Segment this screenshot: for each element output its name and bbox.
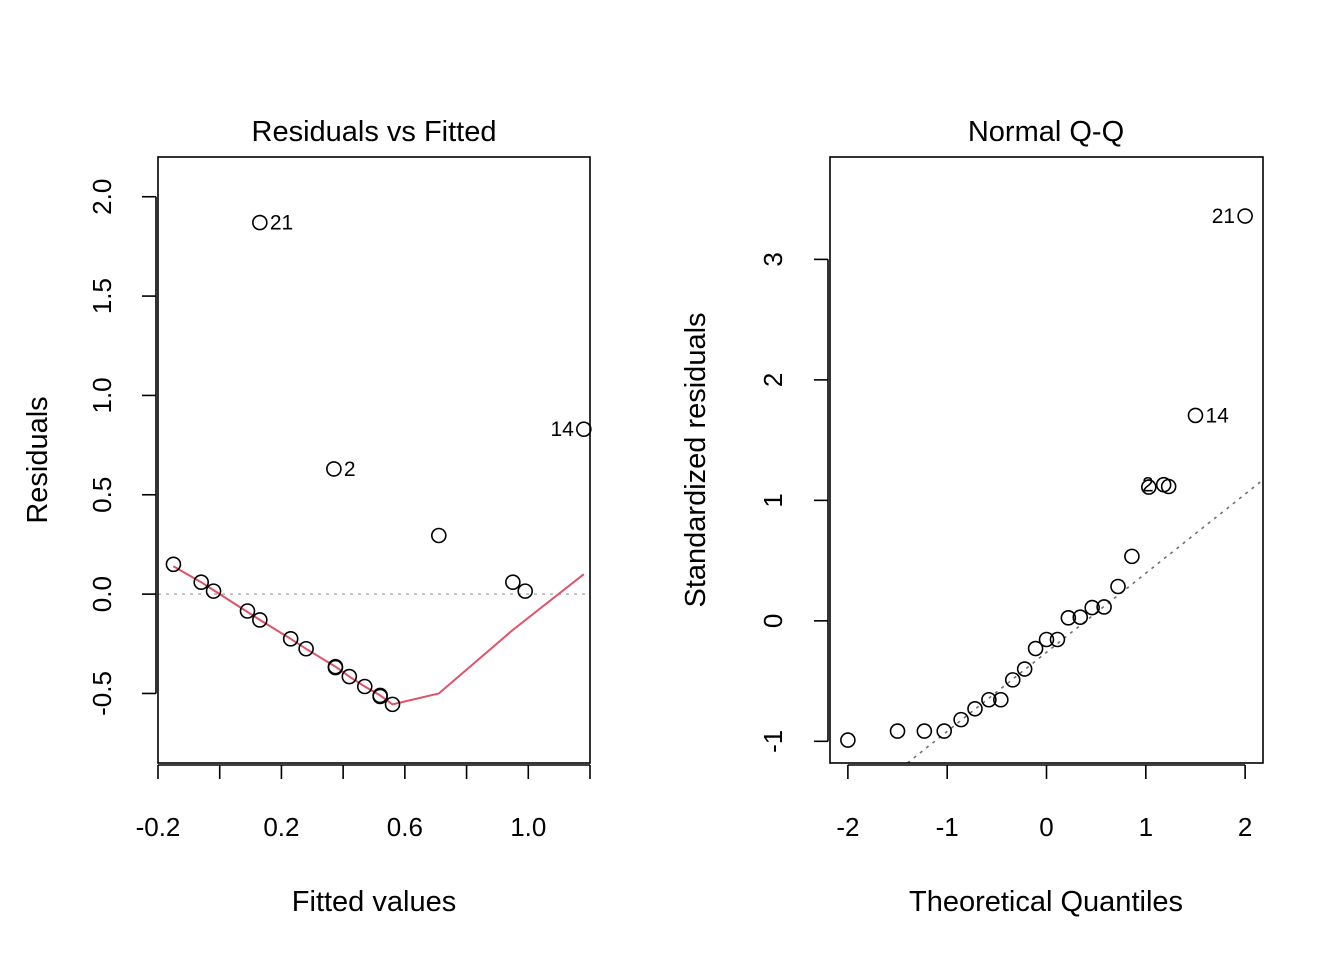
data-point — [840, 732, 856, 748]
y-tick-label: 1 — [758, 493, 788, 507]
y-tick-label: 0.0 — [87, 576, 117, 612]
y-tick-label: -0.5 — [87, 671, 117, 716]
x-tick-label: 1 — [1139, 812, 1153, 842]
data-point — [430, 527, 447, 544]
x-tick-label: -0.2 — [136, 812, 181, 842]
x-tick-label: 0.2 — [263, 812, 299, 842]
data-point — [953, 711, 969, 728]
data-point — [372, 688, 388, 705]
x-axis-label: Theoretical Quantiles — [909, 886, 1183, 918]
data-point — [517, 583, 534, 599]
y-axis-label: Standardized residuals — [680, 312, 712, 607]
data-point — [1237, 208, 1253, 224]
plot-marks: -0.2 0.2 0.6 1.0 -0.5 0.0 0.5 1.0 1.5 2.0 21 2 14 — [87, 179, 592, 842]
data-point — [916, 723, 933, 739]
data-point — [252, 214, 268, 231]
data-point — [356, 678, 373, 695]
plot-frame — [829, 156, 1264, 764]
y-tick-label: -1 — [758, 730, 788, 753]
chart-title: Normal Q-Q — [968, 116, 1124, 148]
plot-frame — [157, 156, 591, 764]
x-tick-label: 0 — [1039, 812, 1053, 842]
x-tick-label: -1 — [936, 812, 959, 842]
data-point — [1084, 599, 1100, 616]
data-point — [981, 691, 997, 708]
data-point — [1060, 610, 1077, 626]
normal-qq-panel: Normal Q-Q Theoretical Quantiles Standar… — [680, 116, 1264, 918]
y-tick-label: 0 — [758, 614, 788, 628]
y-axis-label: Residuals — [22, 396, 54, 523]
data-point — [576, 421, 592, 438]
data-point — [1038, 631, 1055, 648]
data-point — [1124, 548, 1140, 565]
data-point — [1140, 479, 1157, 495]
y-tick-label: 0.5 — [87, 477, 117, 513]
data-point — [1027, 640, 1044, 657]
data-point — [252, 612, 268, 628]
y-tick-label: 3 — [758, 252, 788, 266]
data-point — [205, 583, 222, 599]
point-label: 2 — [344, 458, 356, 481]
data-point — [1049, 631, 1066, 648]
data-point — [384, 696, 401, 713]
plot-marks: -2 -1 0 1 2 -1 0 1 2 3 2 14 21 — [758, 205, 1264, 842]
x-axis-label: Fitted values — [292, 886, 456, 918]
data-point — [282, 631, 299, 647]
data-point — [1004, 672, 1021, 688]
data-point — [239, 603, 256, 619]
point-label: 21 — [1212, 205, 1235, 228]
chart-title: Residuals vs Fitted — [252, 116, 497, 148]
y-tick-label: 2 — [758, 373, 788, 387]
point-label: 14 — [550, 418, 574, 441]
data-point — [967, 700, 983, 717]
point-label: 2 — [1142, 474, 1154, 497]
data-point — [1187, 407, 1204, 424]
y-tick-label: 1.5 — [87, 278, 117, 314]
x-tick-label: 2 — [1238, 812, 1252, 842]
data-point — [993, 691, 1009, 708]
data-point — [298, 640, 314, 657]
x-tick-label: 1.0 — [510, 812, 546, 842]
data-point — [1110, 578, 1126, 595]
data-point — [505, 574, 521, 590]
data-point — [936, 723, 953, 739]
data-point — [1072, 609, 1089, 626]
data-point — [327, 659, 344, 676]
data-point — [165, 556, 182, 573]
data-point — [889, 723, 906, 739]
qq-reference-line — [906, 479, 1264, 764]
smoother-line — [172, 565, 585, 706]
point-label: 14 — [1205, 404, 1229, 427]
data-point — [1016, 661, 1033, 677]
y-tick-label: 2.0 — [87, 179, 117, 215]
x-tick-label: -2 — [836, 812, 859, 842]
data-point — [326, 461, 342, 477]
y-tick-label: 1.0 — [87, 377, 117, 413]
residuals-vs-fitted-panel: Residuals vs Fitted Fitted values Residu… — [22, 116, 592, 918]
data-point — [193, 574, 209, 590]
data-point — [1155, 476, 1172, 493]
x-tick-label: 0.6 — [387, 812, 423, 842]
point-label: 21 — [270, 212, 293, 235]
data-point — [1096, 599, 1112, 615]
data-point — [341, 668, 358, 685]
